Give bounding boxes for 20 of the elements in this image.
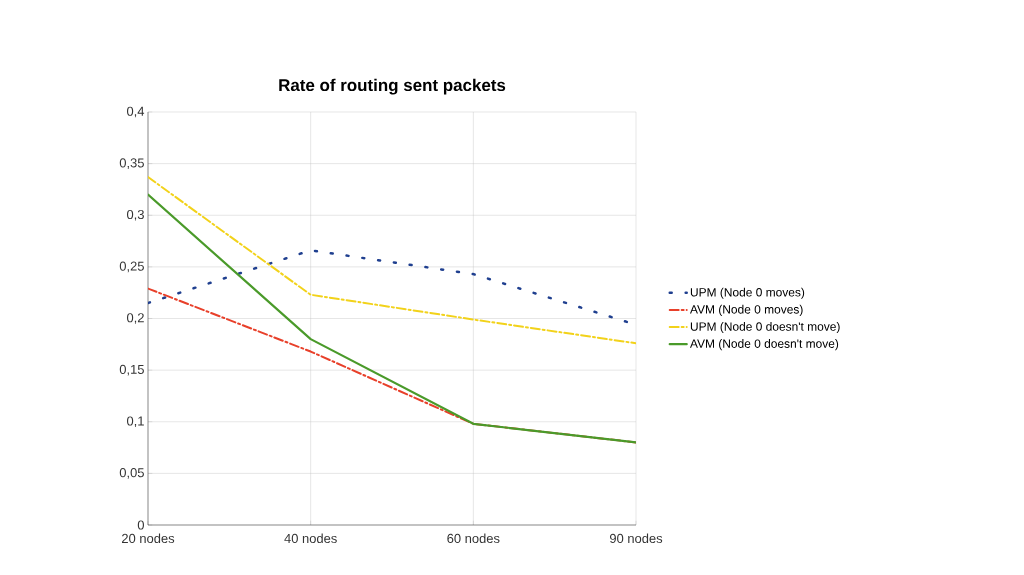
- y-tick-label: 0,1: [126, 416, 144, 428]
- y-tick-label: 0,25: [119, 261, 144, 273]
- y-tick-label: 0,05: [119, 468, 144, 479]
- x-tick-label: 40 nodes: [284, 533, 337, 544]
- y-tick-label: 0: [137, 520, 144, 530]
- legend-label: AVM (Node 0 moves): [689, 304, 803, 316]
- x-tick-label: 90 nodes: [609, 533, 663, 544]
- legend-label: AVM (Node 0 doesn't move): [689, 339, 839, 351]
- line-series: [148, 176, 637, 345]
- line-series: [148, 193, 637, 444]
- y-tick-label: 0,4: [126, 106, 145, 118]
- legend-label: UPM (Node 0 doesn't move): [690, 321, 840, 334]
- x-tick-label: 60 nodes: [447, 533, 500, 544]
- y-tick-label: 0,35: [119, 158, 144, 169]
- y-tick-label: 0,3: [126, 209, 144, 221]
- y-tick-label: 0,15: [119, 364, 144, 376]
- y-tick-label: 0,2: [126, 313, 144, 324]
- x-tick-label: 20 nodes: [122, 533, 175, 544]
- chart-title: Rate of routing sent packets: [279, 78, 506, 95]
- legend-label: UPM (Node 0 moves): [690, 287, 805, 299]
